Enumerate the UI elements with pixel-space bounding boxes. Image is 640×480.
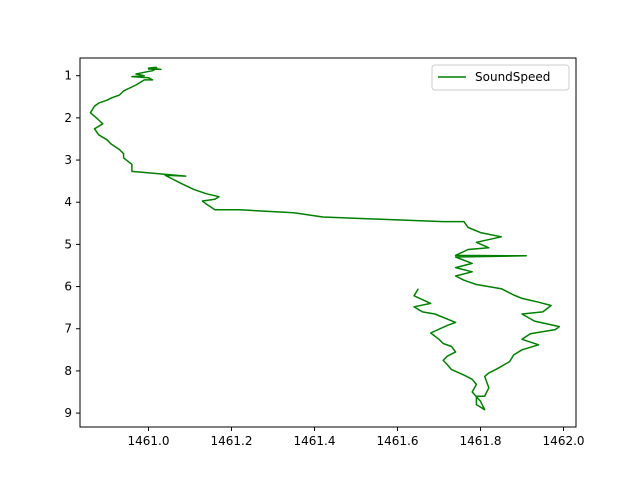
y-tick-label: 6 (64, 280, 72, 294)
y-tick-label: 3 (64, 153, 72, 167)
y-tick-label: 4 (64, 195, 72, 209)
x-tick-label: 1461.4 (294, 434, 336, 448)
x-tick-label: 1462.0 (543, 434, 585, 448)
legend: SoundSpeed (431, 64, 570, 91)
y-tick-label: 1 (64, 69, 72, 83)
y-axis: 1 2 3 4 5 6 7 8 9 (64, 69, 80, 420)
series-line-soundspeed (89, 66, 561, 411)
x-tick-label: 1461.6 (377, 434, 419, 448)
y-tick-label: 5 (64, 237, 72, 251)
legend-label: SoundSpeed (475, 70, 550, 84)
plot-layer (89, 66, 561, 411)
x-axis: 1461.0 1461.2 1461.4 1461.6 1461.8 1462.0 (127, 427, 585, 448)
y-tick-label: 9 (64, 406, 72, 420)
y-tick-label: 7 (64, 322, 72, 336)
x-tick-label: 1461.8 (460, 434, 502, 448)
y-tick-label: 2 (64, 111, 72, 125)
legend-box (431, 64, 570, 91)
axes-frame (79, 57, 577, 428)
y-tick-label: 8 (64, 364, 72, 378)
x-tick-label: 1461.0 (127, 434, 169, 448)
x-tick-label: 1461.2 (210, 434, 252, 448)
